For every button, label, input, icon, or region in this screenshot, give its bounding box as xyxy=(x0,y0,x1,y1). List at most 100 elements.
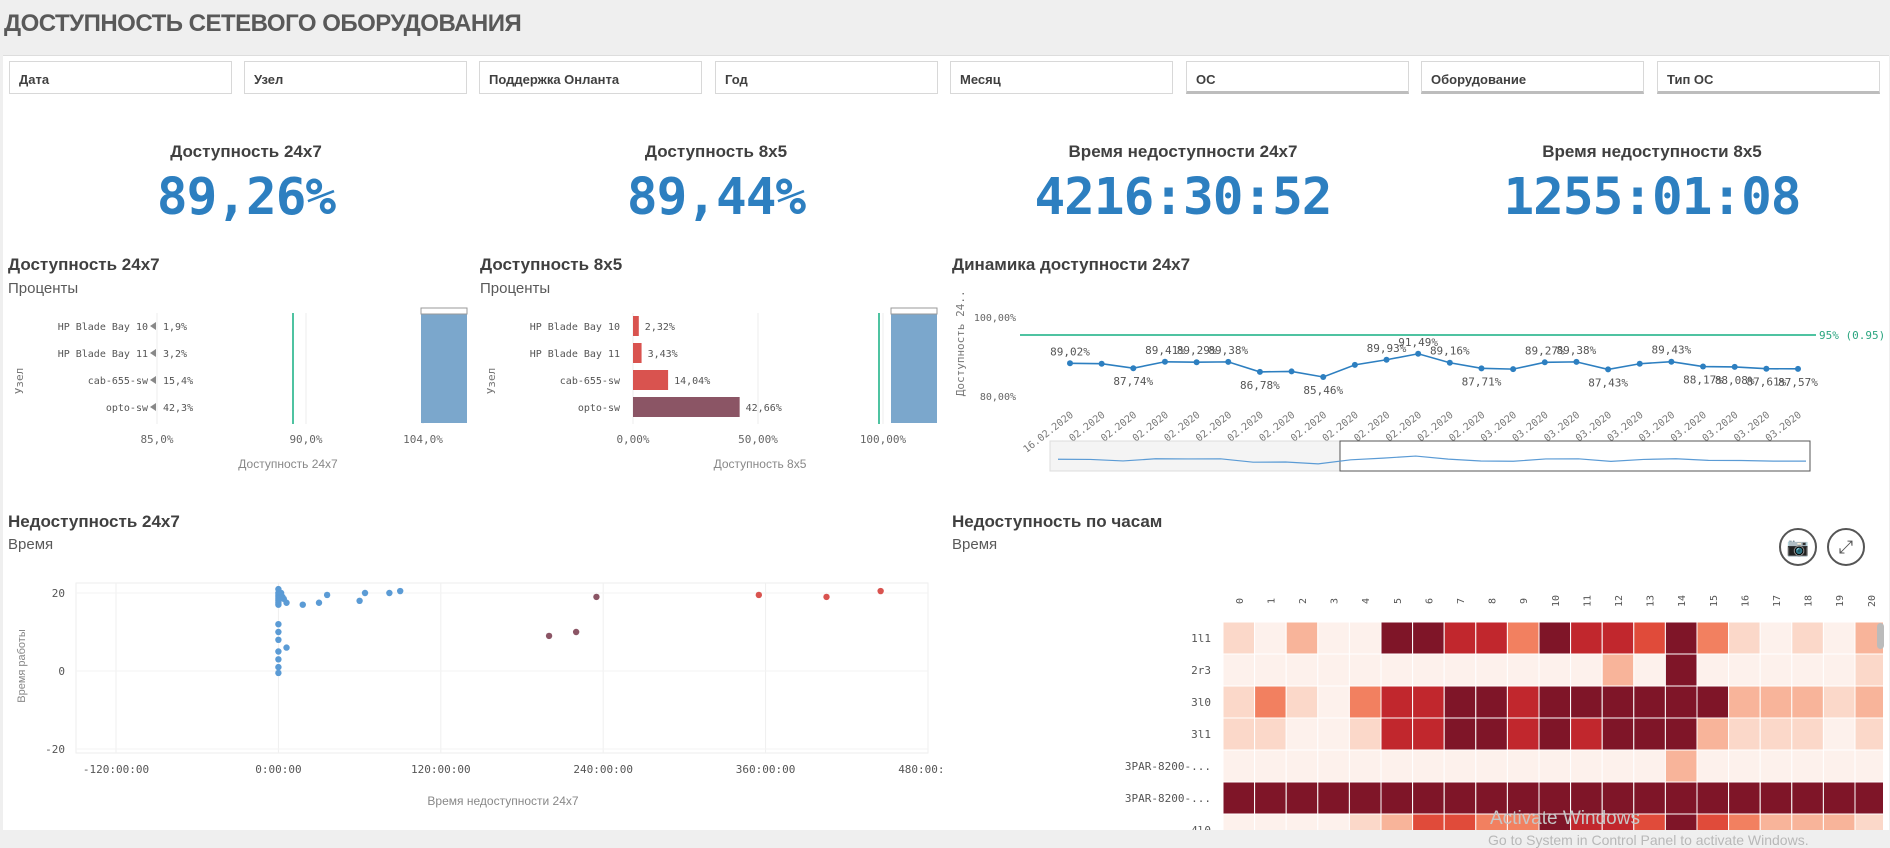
heatmap-cell[interactable] xyxy=(1570,717,1603,751)
heatmap-cell[interactable] xyxy=(1285,685,1319,719)
scatter-point[interactable] xyxy=(593,593,600,601)
data-point[interactable] xyxy=(1446,359,1453,366)
heatmap-cell[interactable] xyxy=(1348,717,1382,751)
filter-equipment[interactable]: Оборудование xyxy=(1421,61,1644,94)
heatmap-cell[interactable] xyxy=(1412,717,1445,751)
downtime-scatter-chart[interactable]: Время работы -120:00:00 0:00:00 120:00:00 2… xyxy=(3,571,943,829)
heatmap-cell[interactable] xyxy=(1633,717,1666,751)
heatmap-cell[interactable] xyxy=(1633,653,1666,687)
scatter-point[interactable] xyxy=(397,587,404,595)
heatmap-cell[interactable] xyxy=(1317,621,1350,655)
heatmap-cell[interactable] xyxy=(1822,621,1856,655)
filter-month[interactable]: Месяц xyxy=(950,61,1173,94)
heatmap-cell[interactable] xyxy=(1696,685,1730,719)
heatmap-cell[interactable] xyxy=(1254,621,1287,655)
heatmap-cell[interactable] xyxy=(1380,653,1414,687)
heatmap-cell[interactable] xyxy=(1759,621,1793,655)
heatmap-cell[interactable] xyxy=(1443,717,1477,751)
heatmap-cell[interactable] xyxy=(1696,781,1730,815)
bar24-chart[interactable]: Узел HP Blade Bay 10 1,9% HP Blade Bay 11 3… xyxy=(3,301,483,476)
heatmap-cell[interactable] xyxy=(1538,749,1572,783)
heatmap-cell[interactable] xyxy=(1222,717,1256,751)
heatmap-cell[interactable] xyxy=(1254,813,1287,830)
heatmap-cell[interactable] xyxy=(1791,813,1824,830)
heatmap-cell[interactable] xyxy=(1254,717,1287,751)
heatmap-cell[interactable] xyxy=(1822,749,1856,783)
heatmap-cell[interactable] xyxy=(1222,621,1256,655)
heatmap-cell[interactable] xyxy=(1475,717,1508,751)
data-point[interactable] xyxy=(1383,356,1390,363)
heatmap-cell[interactable] xyxy=(1412,749,1445,783)
heatmap-cell[interactable] xyxy=(1348,621,1382,655)
heatmap-cell[interactable] xyxy=(1285,749,1319,783)
heatmap-cell[interactable] xyxy=(1664,685,1698,719)
heatmap-cell[interactable] xyxy=(1601,621,1635,655)
heatmap-cell[interactable] xyxy=(1285,717,1319,751)
filter-os-type[interactable]: Тип ОС xyxy=(1657,61,1880,94)
heatmap-cell[interactable] xyxy=(1696,717,1730,751)
heatmap-cell[interactable] xyxy=(1285,813,1319,830)
heatmap-cell[interactable] xyxy=(1348,781,1382,815)
kpi-downtime-8x5[interactable]: Время недоступности 8x5 1255:01:08 xyxy=(1417,142,1887,227)
data-point[interactable] xyxy=(1193,359,1200,366)
heatmap-cell[interactable] xyxy=(1601,813,1635,830)
heatmap-cell[interactable] xyxy=(1601,781,1635,815)
scatter-point[interactable] xyxy=(323,591,331,599)
snapshot-camera-icon[interactable]: 📷 xyxy=(1779,528,1817,566)
heatmap-cell[interactable] xyxy=(1664,653,1698,687)
heatmap-cell[interactable] xyxy=(1696,653,1730,687)
bar85-chart[interactable]: Узел HP Blade Bay 10 2,32% HP Blade Bay 11… xyxy=(475,301,945,476)
heatmap-cell[interactable] xyxy=(1348,685,1382,719)
heatmap-cell[interactable] xyxy=(1538,653,1572,687)
heatmap-cell[interactable] xyxy=(1854,653,1883,687)
heatmap-cell[interactable] xyxy=(1222,781,1256,815)
scatter-point[interactable] xyxy=(275,656,282,663)
heatmap-cell[interactable] xyxy=(1664,781,1698,815)
scatter-point[interactable] xyxy=(545,632,553,640)
heatmap-cell[interactable] xyxy=(1538,717,1572,751)
heatmap-cell[interactable] xyxy=(1475,813,1508,830)
heatmap-cell[interactable] xyxy=(1601,685,1635,719)
heatmap-cell[interactable] xyxy=(1664,749,1698,783)
heatmap-cell[interactable] xyxy=(1822,653,1856,687)
heatmap-cell[interactable] xyxy=(1412,781,1445,815)
bar[interactable] xyxy=(633,316,639,336)
scatter-point[interactable] xyxy=(275,601,282,608)
data-point[interactable] xyxy=(1541,359,1548,366)
heatmap-cell[interactable] xyxy=(1254,749,1287,783)
heatmap-cell[interactable] xyxy=(1380,621,1414,655)
heatmap-cell[interactable] xyxy=(1854,813,1883,830)
heatmap-cell[interactable] xyxy=(1822,781,1856,815)
heatmap-cell[interactable] xyxy=(1728,781,1761,815)
scatter-point[interactable] xyxy=(356,597,363,604)
heatmap-cell[interactable] xyxy=(1696,749,1730,783)
scatter-point[interactable] xyxy=(283,599,290,606)
scatter-point[interactable] xyxy=(877,587,884,595)
heatmap-cell[interactable] xyxy=(1348,653,1382,687)
heatmap-cell[interactable] xyxy=(1443,781,1477,815)
data-point[interactable] xyxy=(1067,360,1073,367)
filter-date[interactable]: Дата xyxy=(9,61,232,94)
data-point[interactable] xyxy=(1225,358,1232,365)
heatmap-cell[interactable] xyxy=(1664,813,1698,830)
heatmap-cell[interactable] xyxy=(1443,653,1477,687)
heatmap-cell[interactable] xyxy=(1412,685,1445,719)
scatter-point[interactable] xyxy=(275,628,282,636)
scatter-point[interactable] xyxy=(315,599,323,606)
heatmap-cell[interactable] xyxy=(1380,781,1414,815)
data-point[interactable] xyxy=(1320,373,1327,380)
data-point[interactable] xyxy=(1573,358,1580,365)
heatmap-cell[interactable] xyxy=(1854,717,1883,751)
expand-fullscreen-icon[interactable]: ⤢ xyxy=(1827,528,1865,566)
heatmap-cell[interactable] xyxy=(1854,781,1883,815)
heatmap-cell[interactable] xyxy=(1506,717,1540,751)
heatmap-cell[interactable] xyxy=(1570,653,1603,687)
data-point[interactable] xyxy=(1636,360,1643,367)
kpi-availability-8x5[interactable]: Доступность 8x5 89,44% xyxy=(481,142,951,227)
heatmap-cell[interactable] xyxy=(1506,621,1540,655)
heatmap-cell[interactable] xyxy=(1759,781,1793,815)
heatmap-cell[interactable] xyxy=(1759,813,1793,830)
heatmap-cell[interactable] xyxy=(1475,653,1508,687)
heatmap-cell[interactable] xyxy=(1791,781,1824,815)
heatmap-cell[interactable] xyxy=(1475,749,1508,783)
